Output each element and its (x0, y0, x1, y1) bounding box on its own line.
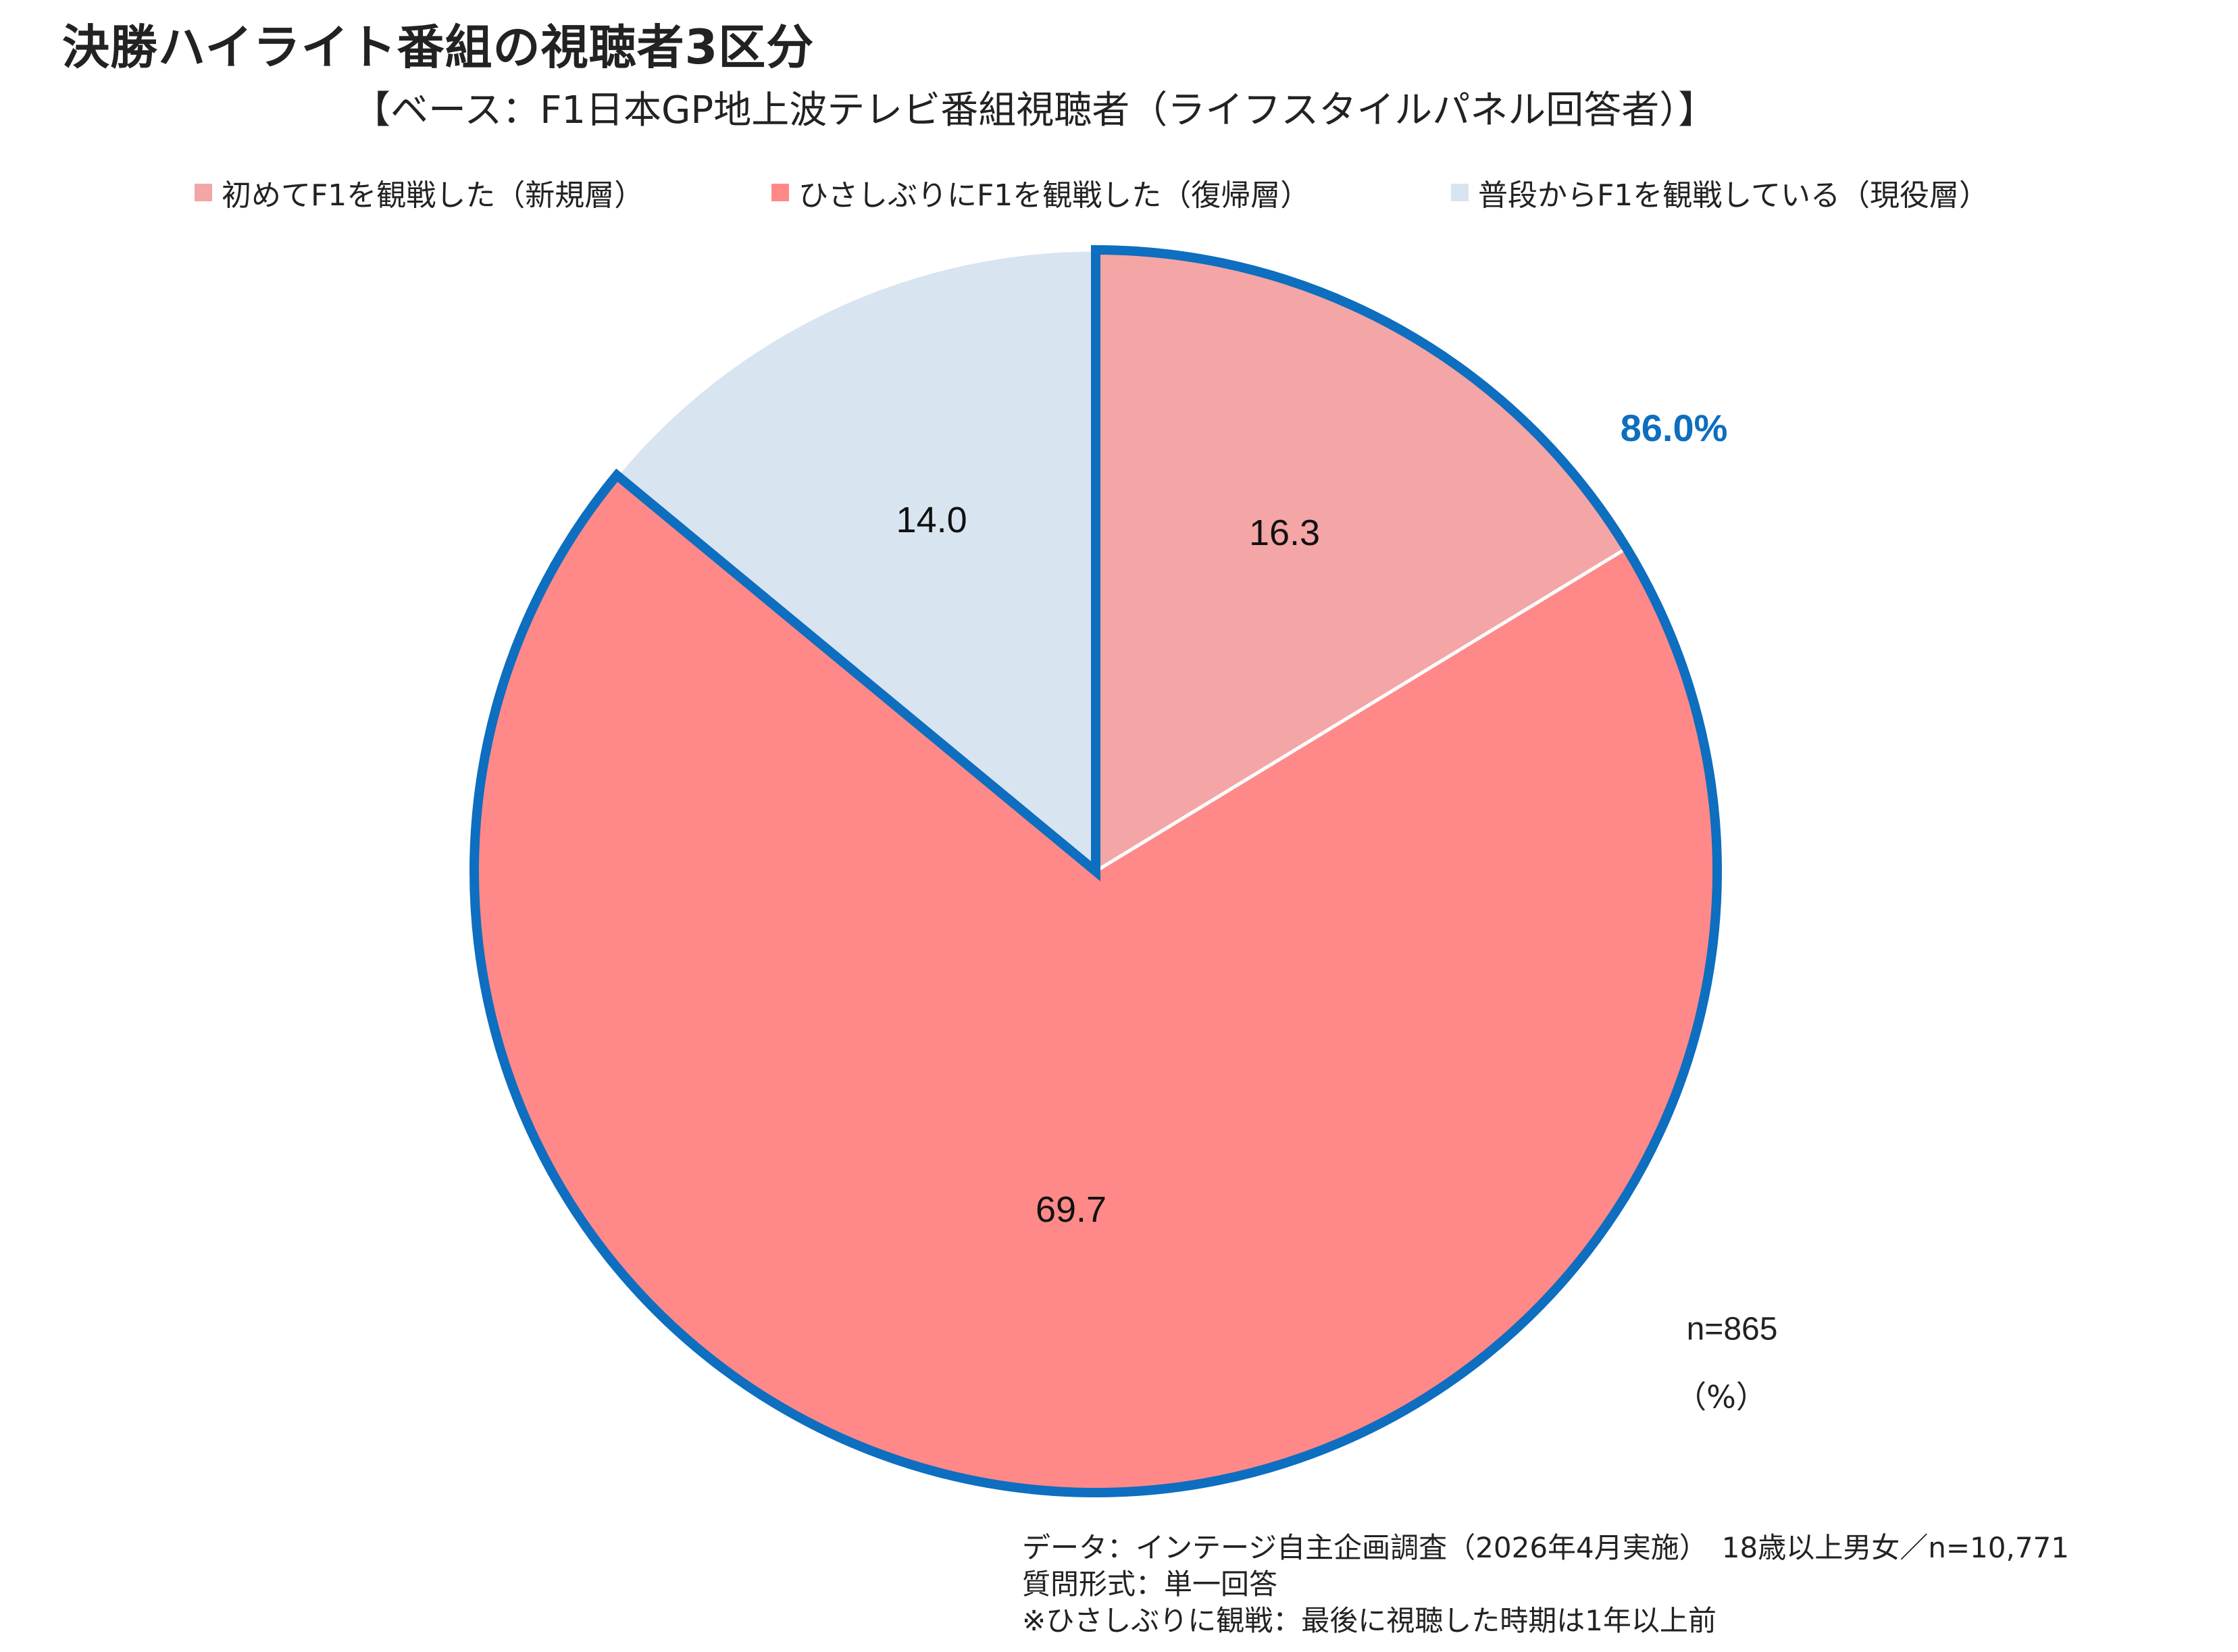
legend-label-returning: ひさしぶりにF1を観戦した（復帰層） (798, 178, 1311, 213)
legend-item-regular: 普段からF1を観戦している（現役層） (1451, 169, 1989, 216)
legend-swatch-new (195, 184, 212, 201)
legend-swatch-regular (1451, 184, 1469, 201)
slice-value-label-returning: 69.7 (1036, 1189, 1107, 1230)
legend: 初めてF1を観戦した（新規層） ひさしぶりにF1を観戦した（復帰層） 普段からF… (0, 169, 2238, 216)
legend-label-regular: 普段からF1を観戦している（現役層） (1478, 178, 1989, 213)
legend-item-new: 初めてF1を観戦した（新規層） (195, 169, 644, 216)
slice-value-label-regular: 14.0 (896, 500, 967, 540)
legend-item-returning: ひさしぶりにF1を観戦した（復帰層） (771, 169, 1310, 216)
legend-swatch-returning (771, 184, 789, 201)
footnote-source: データ：インテージ自主企画調査（2026年4月実施） 18歳以上男女／n=10,… (1022, 1531, 2069, 1564)
slice-value-label-new: 16.3 (1249, 513, 1320, 553)
pie-slice-regular (614, 248, 1098, 875)
highlight-outline (469, 244, 1722, 1497)
unit-label: （%） (1675, 1379, 1767, 1416)
chart-title: 決勝ハイライト番組の視聴者3区分 (62, 20, 815, 75)
slice-labels: 16.3 69.7 14.0 (896, 500, 1321, 1230)
footnote-question: 質問形式：単一回答 (1022, 1568, 1278, 1601)
chart-subtitle: 【ベース：F1日本GP地上波テレビ番組視聴者（ライフスタイルパネル回答者）】 (353, 88, 1716, 132)
pie-slices (472, 248, 1719, 1495)
footnote-definition: ※ひさしぶりに観戦：最後に視聴した時期は1年以上前 (1022, 1604, 1716, 1637)
legend-label-new: 初めてF1を観戦した（新規層） (222, 178, 644, 213)
highlight-total-label: 86.0% (1621, 407, 1728, 449)
sample-size-label: n=865 (1687, 1312, 1778, 1347)
